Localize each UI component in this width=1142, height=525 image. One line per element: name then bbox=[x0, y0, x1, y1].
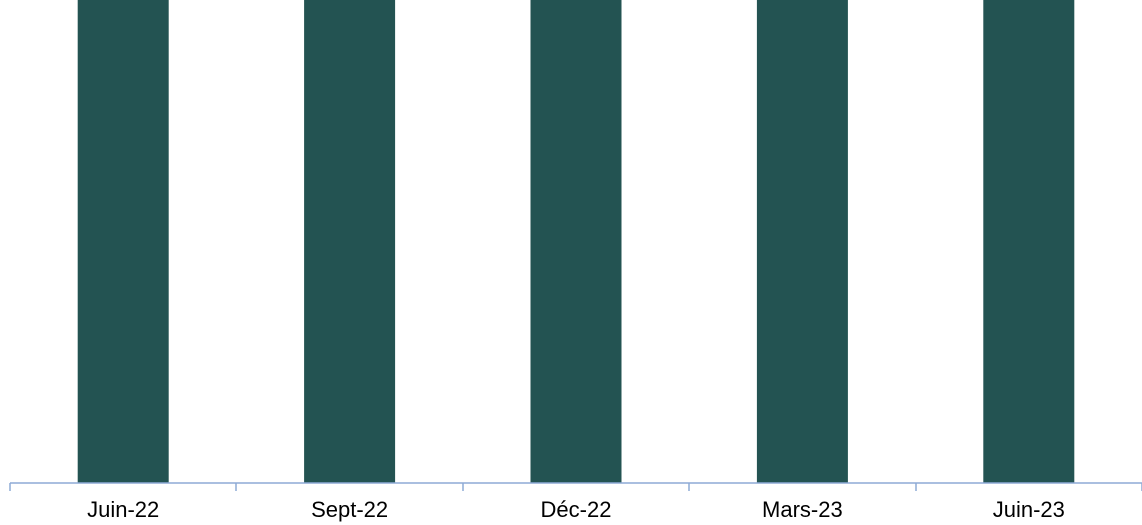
bar bbox=[77, 0, 169, 483]
x-tick-label: Sept-22 bbox=[311, 497, 388, 522]
bar bbox=[983, 0, 1075, 483]
bars-layer bbox=[77, 0, 1075, 483]
bar bbox=[304, 0, 396, 483]
bar bbox=[530, 0, 622, 483]
x-axis bbox=[9, 482, 1142, 491]
x-tick-label: Juin-22 bbox=[87, 497, 159, 522]
x-tick-label: Juin-23 bbox=[993, 497, 1065, 522]
bar bbox=[756, 0, 848, 483]
x-tick-labels-layer: Juin-22 Sept-22 Déc-22 Mars-23 Juin-23 bbox=[87, 497, 1065, 522]
x-tick-label: Mars-23 bbox=[762, 497, 843, 522]
x-tick-label: Déc-22 bbox=[541, 497, 612, 522]
